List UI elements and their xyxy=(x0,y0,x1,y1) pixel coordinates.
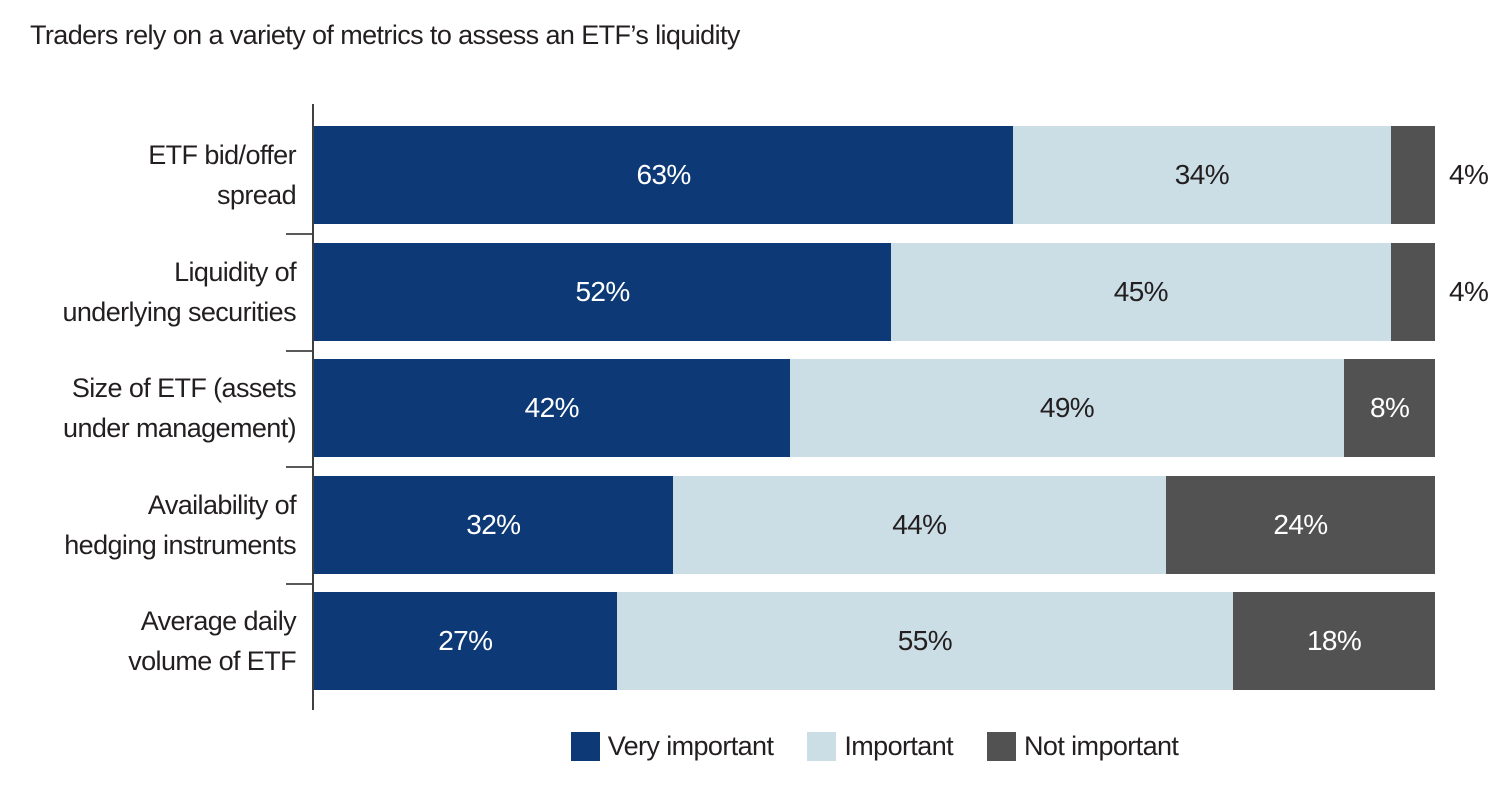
segment-value-label: 34% xyxy=(1174,159,1230,190)
outside-value-label: 4% xyxy=(1448,275,1489,307)
category-label-line: Availability of xyxy=(147,489,297,520)
bar-segment-not-important: 18% xyxy=(1233,592,1435,690)
bar-segment-very-important: 63% xyxy=(314,126,1014,224)
bar-segment-very-important: 42% xyxy=(314,359,790,457)
axis-tick-mark xyxy=(286,233,312,235)
legend-swatch-not-important-icon xyxy=(987,731,1017,761)
bar-segment-not-important: 4% xyxy=(1390,126,1489,224)
legend-swatch-important-icon xyxy=(807,731,837,761)
category-label-line: Average daily xyxy=(140,606,297,636)
bar-segment-very-important: 52% xyxy=(314,242,892,341)
category-label: Size of ETF (assets under management) xyxy=(0,359,297,457)
category-label-line: ETF bid/offer xyxy=(148,140,296,170)
category-label-line: under management) xyxy=(63,413,297,443)
legend-item-very-important: Very important xyxy=(570,730,774,762)
bar-segment-not-important: 8% xyxy=(1344,359,1435,457)
legend-label: Not important xyxy=(1024,730,1179,761)
segment-value-label: 55% xyxy=(897,625,953,656)
y-axis-line xyxy=(312,104,314,710)
bar-row: 27% 55% 18% xyxy=(314,592,1435,690)
segment-value-label: 32% xyxy=(466,508,521,540)
category-label-line: underlying securities xyxy=(62,296,296,327)
segment-value-label: 18% xyxy=(1306,625,1362,656)
bar-segment-not-important: 4% xyxy=(1390,242,1489,341)
bar-row: 63% 34% 4% xyxy=(314,126,1489,224)
bar-segment-important: 49% xyxy=(789,359,1345,457)
bar-segment-important: 44% xyxy=(672,475,1166,574)
bar-segment-important: 45% xyxy=(891,242,1391,341)
legend-label: Very important xyxy=(607,730,774,761)
bar-row: 32% 44% 24% xyxy=(314,475,1435,574)
category-label-line: Size of ETF (assets xyxy=(71,373,297,403)
category-label: ETF bid/offer spread xyxy=(0,126,296,224)
segment-value-label: 42% xyxy=(524,392,580,423)
category-label: Liquidity of underlying securities xyxy=(0,243,296,341)
category-label-line: spread xyxy=(217,180,297,210)
segment-value-label: 52% xyxy=(575,275,630,307)
segment-value-label: 49% xyxy=(1039,392,1095,423)
segment-value-label: 44% xyxy=(892,508,947,540)
bar-row: 42% 49% 8% xyxy=(314,359,1435,457)
segment-value-label: 45% xyxy=(1113,275,1169,307)
plot-area: 63% 34% 4% 52% 45% 4% 42% 49% 8% 32% 44% 24% 27% 55% 1… xyxy=(314,104,1489,710)
axis-tick-mark xyxy=(286,349,312,352)
segment-value-label: 63% xyxy=(636,159,691,190)
bar-segment-important: 55% xyxy=(616,592,1234,690)
legend-item-important: Important xyxy=(807,730,954,762)
segment-value-label: 24% xyxy=(1273,508,1328,540)
axis-tick-mark xyxy=(286,466,312,468)
legend-swatch-very-important-icon xyxy=(570,731,600,761)
category-label: Average daily volume of ETF xyxy=(0,592,296,690)
category-label-line: volume of ETF xyxy=(128,646,296,676)
legend: Very important Important Not important xyxy=(314,724,1435,768)
page-title: Traders rely on a variety of metrics to … xyxy=(30,20,740,50)
legend-item-not-important: Not important xyxy=(987,730,1179,762)
axis-tick-mark xyxy=(286,582,312,585)
bar-segment-important: 34% xyxy=(1013,126,1391,224)
segment-value-label: 27% xyxy=(438,625,493,656)
category-label-line: Liquidity of xyxy=(174,256,296,287)
bar-segment-not-important: 24% xyxy=(1165,475,1435,574)
category-label: Availability of hedging instruments xyxy=(0,476,296,574)
category-label-line: hedging instruments xyxy=(64,529,296,560)
bar-segment-very-important: 32% xyxy=(314,475,673,574)
segment-value-label: 8% xyxy=(1370,392,1410,423)
bar-row: 52% 45% 4% xyxy=(314,242,1489,341)
legend-label: Important xyxy=(844,730,954,761)
bar-segment-very-important: 27% xyxy=(314,592,617,690)
outside-value-label: 4% xyxy=(1448,159,1489,190)
